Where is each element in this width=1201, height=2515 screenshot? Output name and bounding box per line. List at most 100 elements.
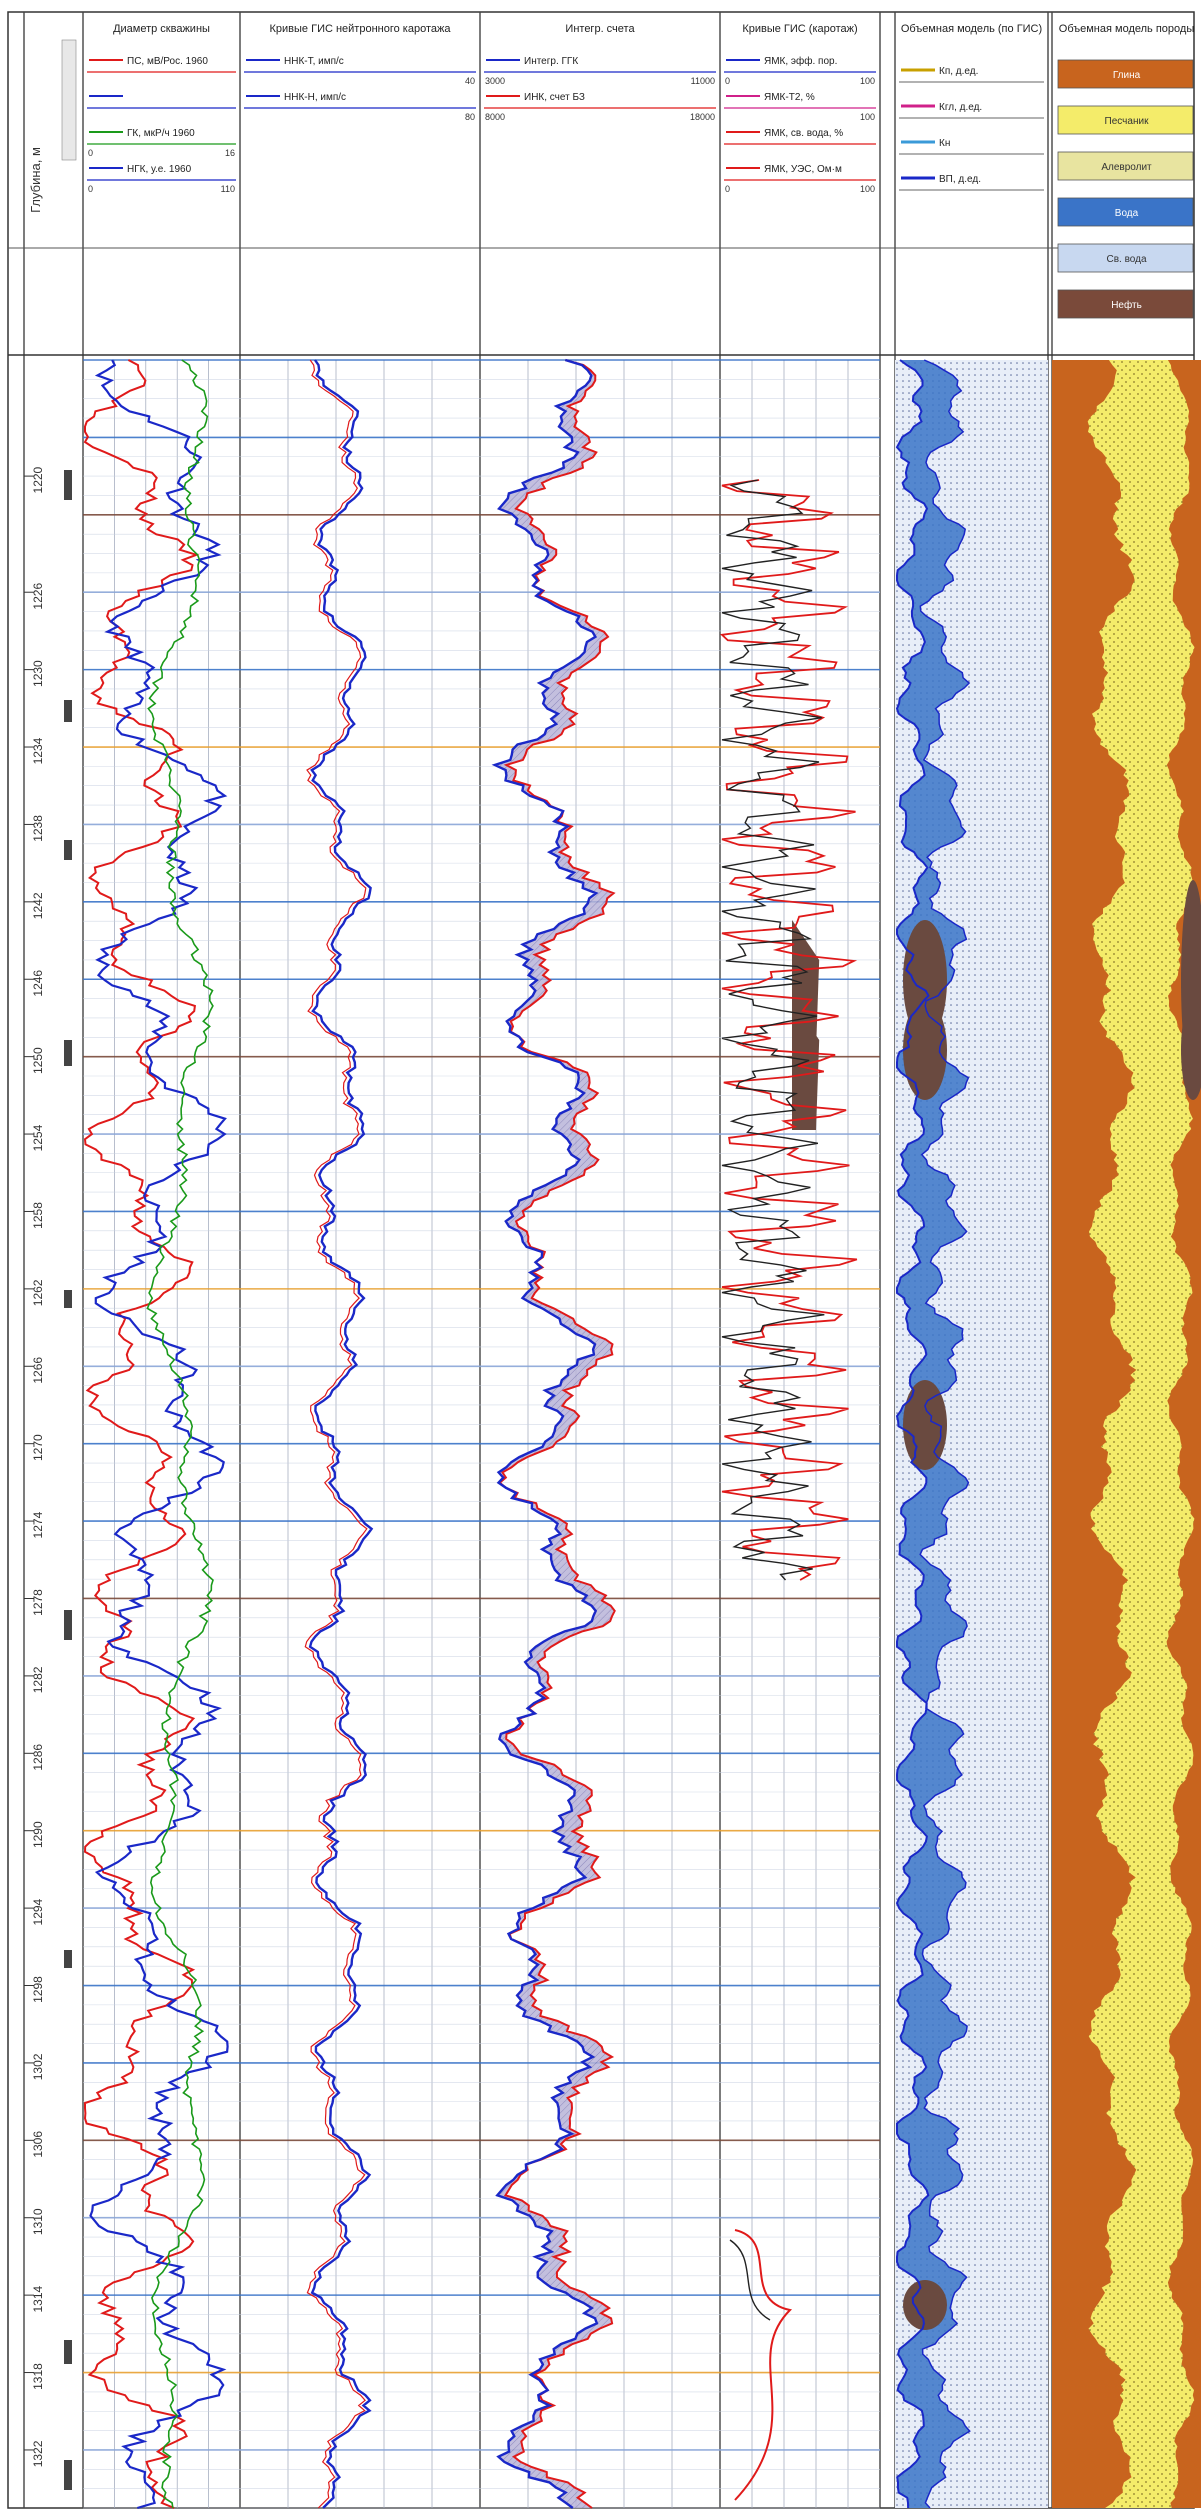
header-scroll-marker: [61, 39, 77, 161]
p6-legend-water-label: Вода: [1115, 208, 1139, 219]
depth-marker-7: [64, 2340, 72, 2364]
depth-marker-5: [64, 1610, 72, 1640]
depth-marker-4: [64, 1290, 72, 1308]
p1-legend-GK-green-min: 0: [88, 148, 93, 158]
p4-legend-NMR-1-min: 0: [725, 76, 730, 86]
p6-title: Объемная модель породы: [1059, 23, 1195, 35]
depth-title: Глубина, м: [28, 147, 43, 213]
p1-legend-NGK-max: 110: [221, 184, 235, 194]
depth-tick-label: 1274: [31, 1511, 45, 1538]
depth-marker-1: [64, 700, 72, 722]
p1-legend-PS-label: ПС, мВ/Рос. 1960: [127, 56, 208, 67]
p2-legend-NNK-N-label: ННК-Н, имп/с: [284, 92, 346, 103]
depth-tick-label: 1262: [31, 1279, 45, 1306]
p6-legend-siltstone-swatch: [1057, 151, 1194, 181]
depth-tick-label: 1226: [31, 583, 45, 610]
p4-curve-black: [721, 479, 825, 1581]
depth-marker-6: [64, 1950, 72, 1968]
p5-curve-right: [919, 359, 971, 2509]
p1-legend-NGK-min: 0: [88, 184, 93, 194]
depth-tick-label: 1278: [31, 1589, 45, 1616]
depth-tick-label: 1258: [31, 1202, 45, 1229]
p2-legend-NNK-N-max: 80: [465, 112, 475, 122]
p3-legend-GGK-label: Интегр. ГГК: [524, 56, 578, 67]
p3-curve-ggk: [491, 358, 599, 2509]
depth-tick-label: 1290: [31, 1821, 45, 1848]
p4-curve-lower-black: [729, 2239, 771, 2321]
p5-legend-kn-label: Кн: [939, 138, 950, 149]
p4-oil-fill-1: [792, 1000, 820, 1130]
p6-legend-sandstone-label: Песчаник: [1105, 116, 1150, 127]
depth-tick-label: 1234: [31, 737, 45, 764]
p6-legend-sandstone-swatch: [1057, 105, 1194, 135]
p4-legend-NMR-2-max: 100: [860, 112, 875, 122]
depth-tick-label: 1314: [31, 2285, 45, 2312]
p4-legend-NMR-2-label: ЯМК-Т2, %: [764, 92, 815, 103]
depth-tick-label: 1220: [31, 466, 45, 493]
p4-curve-lower-red: [734, 2229, 793, 2501]
depth-tick-label: 1238: [31, 815, 45, 842]
p2-legend-NNK-T-max: 40: [465, 76, 475, 86]
p4-legend-NMR-4-label: ЯМК, УЭС, Ом·м: [764, 164, 842, 175]
depth-tick-label: 1298: [31, 1976, 45, 2003]
p4-title: Кривые ГИС (каротаж): [742, 23, 857, 35]
p2-legend-NNK-T-label: ННК-Т, имп/с: [284, 56, 344, 67]
depth-marker-0: [64, 470, 72, 500]
depth-marker-2: [64, 840, 72, 860]
p2-title: Кривые ГИС нейтронного каротажа: [270, 23, 452, 35]
p5-legend-kgl-label: Кгл, д.ед.: [939, 102, 982, 113]
p6-legend-water-swatch: [1057, 197, 1194, 227]
depth-tick-label: 1282: [31, 1666, 45, 1693]
p4-legend-NMR-4-max: 100: [860, 184, 875, 194]
p6-legend-oil-label: Нефть: [1111, 299, 1142, 311]
p3-title: Интегр. счета: [565, 23, 635, 35]
depth-tick-label: 1246: [31, 970, 45, 997]
p3-legend-GGK-min: 3000: [485, 76, 505, 86]
depth-tick-label: 1230: [31, 660, 45, 687]
depth-marker-3: [64, 1040, 72, 1066]
depth-tick-label: 1250: [31, 1047, 45, 1074]
depth-tick-label: 1294: [31, 1898, 45, 1925]
p5-oil-zone-3: [903, 2280, 947, 2330]
p3-curve-ink: [498, 359, 616, 2509]
p4-legend-NMR-3-label: ЯМК, св. вода, %: [764, 128, 843, 139]
p6-legend-clay-label: Глина: [1113, 70, 1141, 81]
p3-legend-GGK-max: 11000: [691, 76, 715, 86]
p6-legend-free-water-swatch: [1057, 243, 1194, 273]
depth-marker-8: [64, 2460, 72, 2490]
p3-legend-INK-min: 8000: [485, 112, 505, 122]
p6-legend-clay-swatch: [1057, 59, 1194, 89]
p1-legend-GK-green-label: ГК, мкР/ч 1960: [127, 128, 195, 139]
depth-tick-label: 1270: [31, 1434, 45, 1461]
p3-legend-INK-max: 18000: [690, 112, 715, 122]
p6-legend-free-water-label: Св. вода: [1106, 254, 1146, 265]
p6-legend-siltstone-label: Алевролит: [1101, 162, 1152, 173]
p2-curve-nnk-n: [308, 359, 374, 2509]
depth-tick-label: 1286: [31, 1744, 45, 1771]
p5-legend-vp-label: ВП, д.ед.: [939, 174, 981, 185]
p3-fill-separation: [494, 360, 615, 2508]
p3-legend-INK-label: ИНК, счет БЗ: [524, 92, 585, 103]
p5-title: Объемная модель (по ГИС): [901, 23, 1042, 35]
depth-tick-label: 1302: [31, 2053, 45, 2080]
depth-tick-label: 1322: [31, 2440, 45, 2467]
p4-legend-NMR-1-max: 100: [860, 76, 875, 86]
p5-legend-kp-label: Кп, д.ед.: [939, 66, 978, 77]
depth-tick-label: 1242: [31, 892, 45, 919]
p4-legend-NMR-4-min: 0: [725, 184, 730, 194]
p6-legend-oil-swatch: [1057, 289, 1194, 319]
depth-tick-label: 1318: [31, 2363, 45, 2390]
depth-tick-label: 1310: [31, 2208, 45, 2235]
p1-curve-gk-green: [146, 359, 214, 2509]
p4-curve-red: [720, 479, 858, 1581]
p5-curve-left: [895, 359, 930, 2509]
p6-sandstone-body: [1087, 360, 1195, 2508]
p5-oil-zone-1: [903, 1000, 947, 1100]
depth-tick-label: 1306: [31, 2131, 45, 2158]
depth-tick-label: 1254: [31, 1124, 45, 1151]
p1-title: Диаметр скважины: [113, 23, 210, 35]
p4-legend-NMR-1-label: ЯМК, эфф. пор.: [764, 55, 837, 67]
depth-tick-label: 1266: [31, 1357, 45, 1384]
p1-legend-NGK-label: НГК, у.е. 1960: [127, 164, 192, 175]
